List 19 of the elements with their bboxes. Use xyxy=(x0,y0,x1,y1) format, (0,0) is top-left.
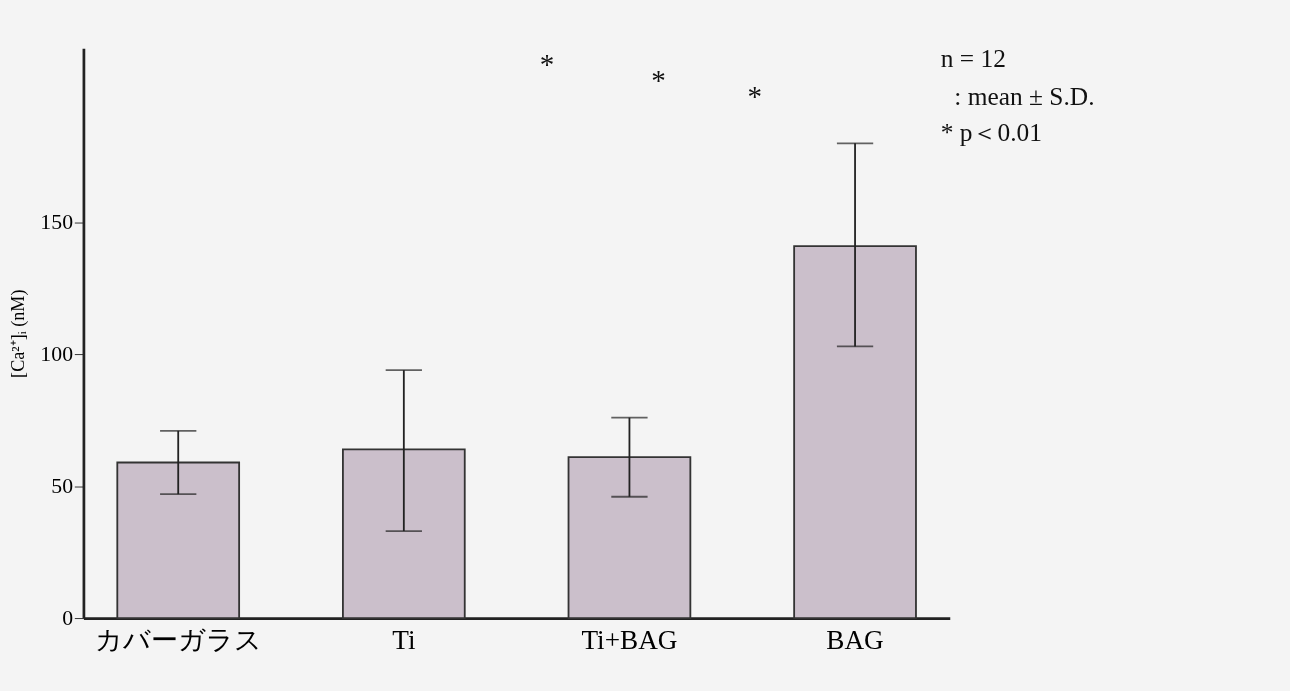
annotation: * xyxy=(651,64,666,97)
annotation: * xyxy=(747,80,763,113)
x-tick-label: カバーガラス xyxy=(94,625,262,656)
text: : mean ± S.D. xyxy=(954,81,1095,110)
bar xyxy=(342,448,466,620)
bar xyxy=(793,245,917,620)
annotation: * xyxy=(539,47,555,80)
y-tick-label: 150 xyxy=(40,210,74,235)
y-axis-title: [Ca²⁺]ᵢ (nM) xyxy=(8,289,30,378)
bar xyxy=(567,456,692,620)
y-tick-label: 50 xyxy=(51,474,74,499)
y-tick-label: 100 xyxy=(40,342,74,367)
y-tick-label: 0 xyxy=(62,605,74,630)
x-tick-label: BAG xyxy=(826,625,884,656)
x-tick-label: Ti+BAG xyxy=(581,625,678,656)
x-tick-label: Ti xyxy=(392,625,416,656)
annotation: n = 12 xyxy=(940,43,1006,72)
bar xyxy=(116,461,241,620)
annotation: * p＜0.01 xyxy=(940,117,1042,146)
